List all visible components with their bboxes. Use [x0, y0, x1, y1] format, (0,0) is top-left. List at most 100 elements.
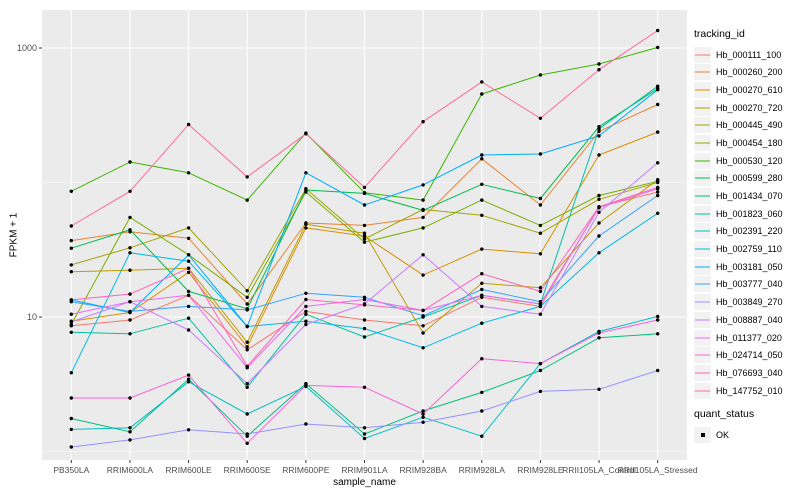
data-point — [480, 247, 484, 251]
data-point — [186, 380, 191, 384]
data-point — [304, 297, 308, 302]
data-point — [421, 331, 425, 335]
data-point — [597, 210, 601, 214]
data-point — [362, 223, 367, 228]
x-tick-label: RRIM928BA — [400, 465, 448, 475]
data-point — [656, 190, 660, 194]
data-point — [421, 253, 425, 257]
legend-key-line — [695, 337, 710, 339]
x-tick-label: RRIM901LA — [341, 465, 388, 475]
data-point — [245, 295, 249, 299]
data-point — [597, 251, 601, 255]
data-point — [362, 297, 367, 302]
data-point — [480, 153, 484, 157]
legend-key — [694, 205, 711, 222]
legend-key-line — [695, 230, 710, 232]
data-point — [538, 223, 543, 228]
legend-item: Hb_003777_040 — [694, 276, 783, 293]
data-point — [69, 238, 74, 243]
data-point — [480, 80, 484, 84]
point-key — [694, 426, 711, 443]
data-point — [69, 189, 74, 193]
data-point — [304, 171, 308, 175]
data-point — [69, 371, 74, 375]
data-point — [245, 385, 249, 389]
legend-key-line — [695, 107, 710, 109]
legend-key-line — [695, 124, 710, 126]
data-point — [304, 304, 308, 309]
data-point — [304, 132, 308, 136]
data-point — [362, 335, 367, 339]
x-tick-label: RRII105LA_Control — [562, 465, 636, 475]
point-square-icon — [700, 432, 705, 437]
data-point — [245, 340, 249, 344]
data-point — [538, 368, 543, 373]
legend-key-line — [695, 195, 710, 197]
data-point — [128, 215, 132, 220]
x-tick-label: RRIM600LA — [107, 465, 154, 475]
data-point — [245, 345, 249, 349]
data-point — [597, 205, 601, 209]
legend-key-line — [695, 301, 710, 303]
legend-key-line — [695, 213, 710, 215]
data-point — [597, 336, 601, 340]
data-point — [186, 226, 191, 230]
legend-key — [694, 64, 711, 81]
data-point — [128, 318, 132, 322]
legend: tracking_id Hb_000111_100 Hb_000260_200 Hb… — [694, 28, 783, 444]
legend-item: Hb_000454_180 — [694, 134, 783, 151]
data-point — [480, 281, 484, 285]
data-point — [128, 300, 132, 304]
data-point — [656, 88, 660, 92]
data-point — [69, 330, 74, 334]
data-point — [538, 312, 543, 316]
data-point — [128, 251, 132, 255]
legend-item: Hb_147752_010 — [694, 382, 783, 399]
data-point — [186, 122, 191, 127]
data-point — [362, 426, 367, 430]
data-point — [480, 157, 484, 161]
data-point — [538, 203, 543, 207]
data-point — [69, 396, 74, 400]
legend-key — [694, 99, 711, 116]
data-point — [245, 289, 249, 293]
data-point — [480, 434, 484, 438]
legend-item: Hb_003849_270 — [694, 294, 783, 311]
data-point — [597, 62, 601, 66]
data-point — [421, 198, 425, 202]
x-tick-label: RRIM600PE — [282, 465, 330, 475]
data-point — [421, 346, 425, 350]
data-point — [656, 368, 660, 373]
data-point — [362, 318, 367, 322]
data-point — [421, 226, 425, 230]
legend-key-line — [695, 71, 710, 73]
data-point — [128, 228, 132, 232]
data-point — [538, 73, 543, 77]
data-point — [128, 426, 132, 430]
data-point — [538, 302, 543, 306]
data-point — [421, 415, 425, 419]
data-point — [480, 321, 484, 325]
data-point — [480, 357, 484, 361]
data-point — [362, 326, 367, 331]
data-point — [69, 322, 74, 327]
x-tick-label: RRIM928LE — [517, 465, 564, 475]
data-point — [480, 390, 484, 395]
data-point — [304, 383, 308, 388]
data-point — [128, 268, 132, 272]
legend-item-label: Hb_000111_100 — [716, 49, 782, 60]
legend-item-label: OK — [716, 429, 730, 440]
data-point — [304, 422, 308, 426]
legend-key — [694, 364, 711, 381]
data-point — [480, 409, 484, 413]
legend-key-line — [695, 160, 710, 162]
data-point — [597, 197, 601, 201]
data-point — [245, 308, 249, 312]
legend-item-label: Hb_002391_220 — [716, 226, 783, 237]
data-point — [69, 416, 74, 421]
legend-title-tracking-id: tracking_id — [694, 28, 745, 40]
data-point — [656, 102, 660, 107]
data-point — [538, 361, 543, 366]
data-point — [245, 432, 249, 436]
data-point — [245, 175, 249, 179]
